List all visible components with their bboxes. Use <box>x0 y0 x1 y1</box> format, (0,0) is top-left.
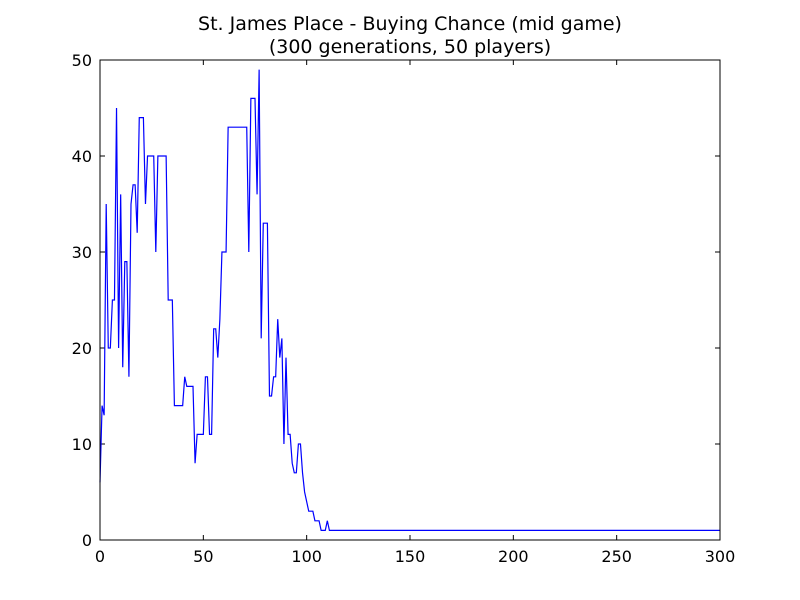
chart-title-line-2: (300 generations, 50 players) <box>269 36 551 58</box>
x-axis-ticks: 0 50 100 150 200 250 300 <box>95 60 735 566</box>
y-tick-label: 30 <box>72 243 92 262</box>
y-axis-ticks: 0 10 20 30 40 50 <box>72 51 720 550</box>
y-tick-label: 20 <box>72 339 92 358</box>
x-tick-label: 200 <box>498 547 529 566</box>
plot-frame <box>99 59 721 541</box>
y-tick-label: 0 <box>82 531 92 550</box>
data-line <box>99 69 720 531</box>
x-tick-label: 100 <box>291 547 322 566</box>
x-tick-label: 300 <box>705 547 736 566</box>
x-tick-label: 250 <box>601 547 632 566</box>
x-tick-label: 50 <box>193 547 213 566</box>
x-tick-label: 150 <box>395 547 426 566</box>
y-tick-label: 40 <box>72 147 92 166</box>
chart-title-line-1: St. James Place - Buying Chance (mid gam… <box>198 13 622 35</box>
y-tick-label: 10 <box>72 435 92 454</box>
x-tick-label: 0 <box>95 547 105 566</box>
y-tick-label: 50 <box>72 51 92 70</box>
